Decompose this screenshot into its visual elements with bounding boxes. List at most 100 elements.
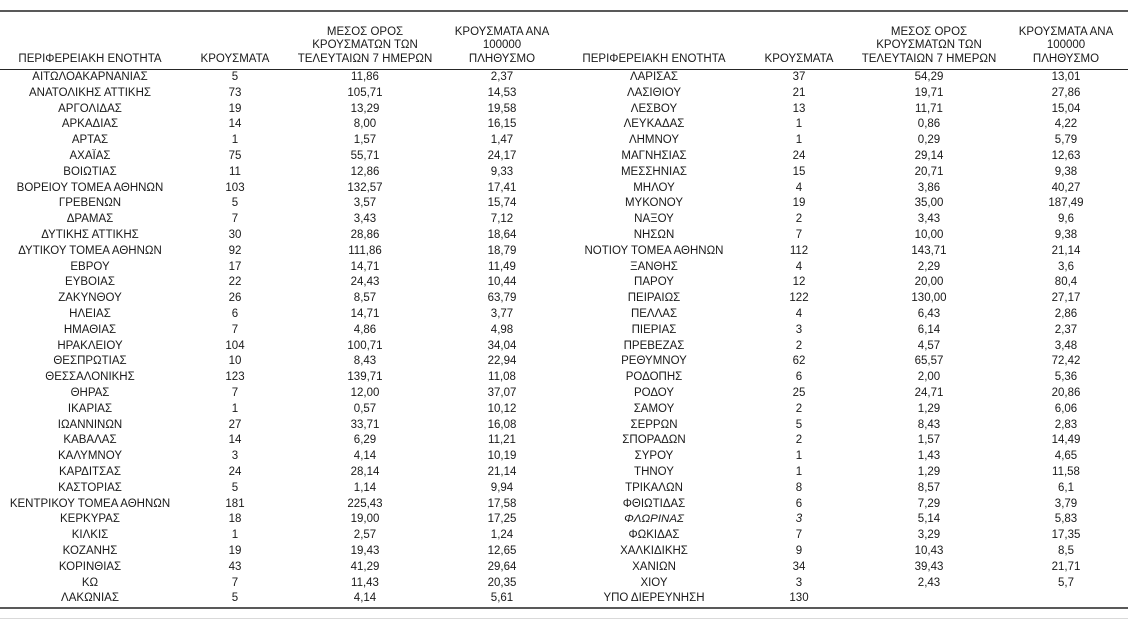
table-row: ΚΑΒΑΛΑΣ 14 6,29 11,21 [0,433,564,449]
avg7-cell: 3,29 [917,529,941,542]
avg7-cell: 7,29 [917,497,941,510]
region-cell: ΣΥΡΟΥ [634,450,674,463]
cases-cell: 27 [228,418,242,431]
avg7-cell: 225,43 [347,497,383,510]
cases-cell: 19 [228,102,242,115]
per100k-cell: 3,6 [1058,260,1074,273]
table-row: ΣΥΡΟΥ 1 1,43 4,65 [564,449,1128,465]
table-row: ΘΕΣΠΡΩΤΙΑΣ 10 8,43 22,94 [0,354,564,370]
per100k-cell: 10,19 [487,450,517,463]
region-cell: ΣΠΟΡΑΔΩΝ [622,434,686,447]
per100k-cell: 5,61 [490,592,514,605]
table-row: ΛΕΣΒΟΥ 13 11,71 15,04 [564,102,1128,118]
region-cell: ΚΙΛΚΙΣ [71,529,109,542]
avg7-cell: 8,00 [353,118,377,131]
region-cell: ΚΑΣΤΟΡΙΑΣ [58,481,122,494]
per100k-cell: 2,37 [1054,323,1078,336]
per100k-cell: 9,94 [490,481,514,494]
region-cell: ΠΡΕΒΕΖΑΣ [623,339,685,352]
avg7-cell: 1,57 [917,434,941,447]
region-cell: ΗΡΑΚΛΕΙΟΥ [57,339,123,352]
per100k-cell: 10,12 [487,402,517,415]
table-row: ΗΛΕΙΑΣ 6 14,71 3,77 [0,307,564,323]
table-row: ΙΩΑΝΝΙΝΩΝ 27 33,71 16,08 [0,418,564,434]
cases-cell: 43 [228,560,242,573]
table-row: ΧΑΛΚΙΔΙΚΗΣ 9 10,43 8,5 [564,544,1128,560]
cases-cell: 7 [795,228,803,241]
table-row: ΔΥΤΙΚΗΣ ΑΤΤΙΚΗΣ 30 28,86 18,64 [0,228,564,244]
cases-cell: 9 [795,544,803,557]
region-cell: ΑΙΤΩΛΟΑΚΑΡΝΑΝΙΑΣ [32,71,148,83]
cases-cell: 6 [795,371,803,384]
per100k-cell: 4,65 [1054,450,1078,463]
cases-cell: 18 [228,513,242,526]
avg7-cell: 8,43 [917,418,941,431]
cases-cell: 5 [231,592,239,605]
cases-cell: 1 [795,450,803,463]
table-row: ΖΑΚΥΝΘΟΥ 26 8,57 63,79 [0,291,564,307]
region-cell: ΚΕΝΤΡΙΚΟΥ ΤΟΜΕΑ ΑΘΗΝΩΝ [9,497,171,510]
table-row: ΠΕΙΡΑΙΩΣ 122 130,00 27,17 [564,291,1128,307]
per100k-cell: 14,49 [1051,434,1081,447]
per100k-cell: 11,58 [1052,465,1080,478]
cases-cell: 5 [231,197,239,210]
per100k-cell: 16,15 [487,118,517,131]
region-cell: ΑΡΤΑΣ [71,134,109,147]
region-cell: ΔΥΤΙΚΗΣ ΑΤΤΙΚΗΣ [41,228,139,241]
avg7-cell: 11,86 [351,71,379,83]
cases-cell: 5 [231,71,239,83]
table-row: ΒΟΙΩΤΙΑΣ 11 12,86 9,33 [0,165,564,181]
per100k-cell: 18,79 [487,244,517,257]
per100k-cell: 37,07 [487,386,517,399]
per100k-cell: 21,14 [487,465,517,478]
table-row: ΝΑΞΟΥ 2 3,43 9,6 [564,212,1128,228]
per100k-cell: 34,04 [487,339,517,352]
region-cell: ΛΑΡΙΣΑΣ [629,71,679,83]
per100k-cell: 1,47 [490,134,514,147]
table-row: ΑΡΤΑΣ 1 1,57 1,47 [0,133,564,149]
avg7-cell: 105,71 [347,86,383,99]
per100k-cell: 17,35 [1051,529,1081,542]
cases-cell: 17 [228,260,242,273]
cases-cell: 6 [795,497,803,510]
table-row: ΝΟΤΙΟΥ ΤΟΜΕΑ ΑΘΗΝΩΝ 112 143,71 21,14 [564,244,1128,260]
cases-cell: 123 [225,371,245,384]
cases-cell: 21 [792,86,806,99]
per100k-cell: 20,86 [1051,386,1081,399]
cases-cell: 25 [792,386,806,399]
per100k-cell: 8,5 [1058,544,1074,557]
avg7-cell [854,591,1004,607]
cases-cell: 1 [795,134,803,147]
header-row: ΠΕΡΙΦΕΡΕΙΑΚΗ ΕΝΟΤΗΤΑ ΚΡΟΥΣΜΑΤΑ ΜΕΣΟΣ ΟΡΟ… [564,12,1128,70]
avg7-cell: 3,86 [917,181,941,194]
cases-cell: 2 [795,339,803,352]
avg7-cell: 4,86 [353,323,377,336]
table-row: ΜΕΣΣΗΝΙΑΣ 15 20,71 9,38 [564,165,1128,181]
table-row: ΒΟΡΕΙΟΥ ΤΟΜΕΑ ΑΘΗΝΩΝ 103 132,57 17,41 [0,181,564,197]
table-row: ΜΗΛΟΥ 4 3,86 40,27 [564,181,1128,197]
region-cell: ΛΕΥΚΑΔΑΣ [623,118,685,131]
region-cell: ΚΑΒΑΛΑΣ [63,434,117,447]
avg7-cell: 6,43 [917,307,941,320]
cases-cell: 19 [792,197,806,210]
table-row: ΚΑΡΔΙΤΣΑΣ 24 28,14 21,14 [0,465,564,481]
region-cell: ΖΑΚΥΝΘΟΥ [58,292,122,305]
region-cell: ΦΩΚΙΔΑΣ [628,529,680,542]
avg7-cell: 54,29 [914,71,944,83]
avg7-cell: 1,29 [917,402,941,415]
avg7-cell: 1,57 [353,134,377,147]
table-row: ΤΗΝΟΥ 1 1,29 11,58 [564,465,1128,481]
per100k-cell: 15,04 [1051,102,1081,115]
table-row: ΑΧΑΪΑΣ 75 55,71 24,17 [0,149,564,165]
per100k-cell: 19,58 [487,102,517,115]
per100k-cell: 10,44 [487,276,517,289]
cases-cell: 1 [795,118,803,131]
cases-cell: 8 [795,481,803,494]
col-header-region: ΠΕΡΙΦΕΡΕΙΑΚΗ ΕΝΟΤΗΤΑ [0,12,180,70]
avg7-cell: 10,43 [914,544,944,557]
table-row: ΚΩ 7 11,43 20,35 [0,576,564,592]
cases-cell: 112 [789,244,809,257]
avg7-cell: 8,43 [353,355,377,368]
avg7-cell: 14,71 [350,307,380,320]
cases-cell: 181 [225,497,245,510]
